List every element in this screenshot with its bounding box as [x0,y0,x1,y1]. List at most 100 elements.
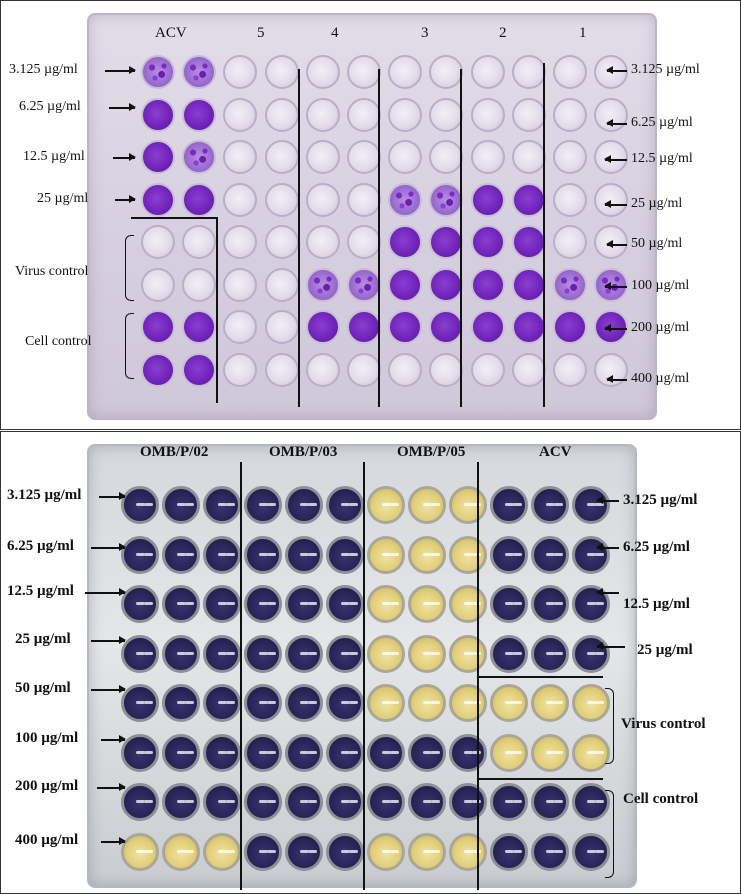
well [223,140,258,174]
well [367,535,405,574]
well [531,783,569,821]
well [326,733,364,772]
well [162,486,200,524]
well [429,310,464,344]
well [531,634,569,673]
right-label-50: 50 µg/ml [631,236,683,251]
well [408,733,446,772]
well [470,55,505,89]
well [388,55,423,89]
well [305,55,340,89]
well [470,140,505,174]
well [121,585,159,623]
well [429,140,464,174]
well [553,55,587,89]
left-label-625: 6.25 µg/ml [7,538,74,554]
well [264,55,299,89]
well [182,55,217,89]
well [449,684,487,722]
right-label-25: 25 µg/ml [637,642,693,658]
arrow-left [596,589,619,595]
well [511,55,546,89]
well [553,225,587,259]
column-header-acv: ACV [155,25,187,41]
well [244,733,282,772]
bracket [125,313,134,379]
well [553,310,587,344]
right-label-625: 6.25 µg/ml [631,115,693,130]
well [203,684,241,722]
left-label-virus-control: Virus control [15,264,89,279]
arrow-right [91,544,126,550]
well [594,310,629,344]
well [388,310,423,344]
well [408,832,446,871]
well [490,832,528,871]
well [449,733,487,772]
right-label-100: 100 µg/ml [631,278,690,293]
right-label-virus-control: Virus control [621,716,706,732]
well [531,535,569,574]
column-divider [378,69,380,407]
well [572,634,610,673]
well [347,310,381,344]
well [285,486,323,524]
well [326,486,364,524]
well [305,352,340,387]
well [203,535,241,574]
well [203,585,241,623]
arrow-left [606,120,627,126]
row-divider [477,676,603,678]
well [490,684,528,722]
well [531,832,569,871]
well [572,783,610,821]
arrow-right [91,686,126,692]
arrow-right [91,637,126,643]
arrow-right [85,589,126,595]
right-label-625: 6.25 µg/ml [623,539,690,555]
well [490,783,528,821]
well [264,352,299,387]
right-label-25: 25 µg/ml [631,196,683,211]
well [182,140,217,174]
column-divider [298,69,300,407]
well [429,267,464,302]
mtt-assay-plate-panel: OMB/P/02 OMB/P/03 OMB/P/05 ACV 3.125 µg/… [0,431,741,894]
arrow-right [101,838,126,844]
well [223,182,258,217]
column-divider [216,217,218,403]
well [141,182,175,217]
well [162,684,200,722]
left-label-125: 12.5 µg/ml [7,583,74,599]
well [572,733,610,772]
well [182,267,217,302]
well [285,783,323,821]
well [572,832,610,871]
well [121,634,159,673]
arrow-left [596,497,619,503]
well [121,733,159,772]
well [182,225,217,259]
well-plate-top [87,13,657,420]
well [285,585,323,623]
well [388,267,423,302]
well [470,310,505,344]
well [162,733,200,772]
right-label-125: 12.5 µg/ml [623,596,690,612]
well [121,684,159,722]
arrow-left [596,544,619,550]
well [490,486,528,524]
well [244,535,282,574]
left-label-100: 100 µg/ml [15,730,79,746]
well [244,634,282,673]
arrow-left [604,325,627,331]
column-header-acv: ACV [539,444,572,460]
well [326,832,364,871]
well-plate-bottom [87,444,637,888]
arrow-left [606,376,627,382]
well [531,684,569,722]
well [347,352,381,387]
well [223,310,258,344]
well [367,783,405,821]
arrow-left [596,643,625,649]
